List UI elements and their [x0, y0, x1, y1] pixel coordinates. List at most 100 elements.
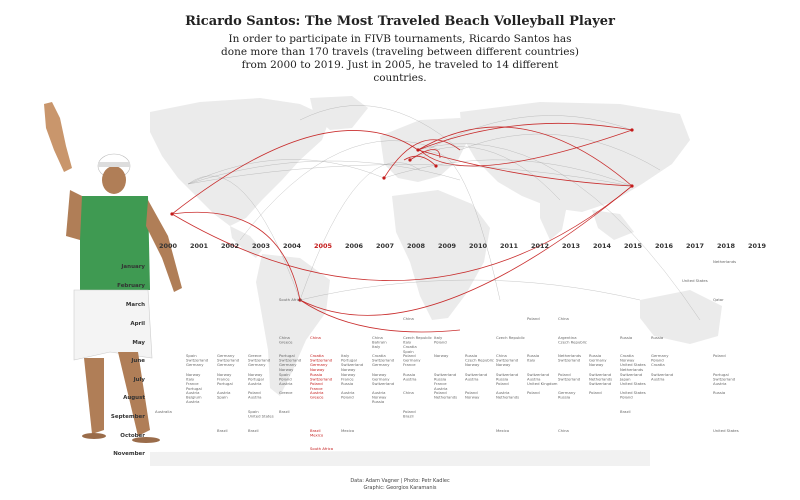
country-label: Norway [186, 372, 201, 377]
country-label: Switzerland [186, 358, 209, 363]
country-label: United Kingdom [527, 381, 558, 386]
highlight-route-0 [171, 211, 301, 301]
country-label: Germany [186, 362, 204, 367]
table-cell: Mexico [496, 428, 510, 433]
country-label: Switzerland [310, 358, 333, 363]
country-label: Brazil [403, 414, 414, 419]
table-cell: South Africa [279, 297, 302, 302]
country-label: Mexico [496, 428, 510, 433]
table-cell: Poland [527, 390, 540, 395]
country-label: Norway [589, 362, 604, 367]
country-label: Austria [713, 381, 726, 386]
country-label: Greece [310, 395, 324, 400]
year-label: 2012 [531, 242, 549, 250]
country-label: Austria [372, 390, 385, 395]
country-label: Norway [310, 367, 325, 372]
country-label: Germany [217, 362, 235, 367]
country-label: South Africa [310, 446, 333, 451]
country-label: Switzerland [310, 377, 333, 382]
country-label: Switzerland [248, 358, 271, 363]
route-node-4 [382, 176, 386, 180]
country-label: Germany [310, 362, 328, 367]
table-cell: Russia [620, 335, 632, 340]
year-label: 2018 [717, 242, 736, 250]
year-label: 2016 [655, 242, 674, 250]
country-label: Russia [527, 353, 539, 358]
country-label: Norway [465, 395, 480, 400]
country-label: Poland [434, 390, 447, 395]
highlight-route-6 [383, 139, 461, 179]
table-cell: Greece [279, 390, 293, 395]
country-label: Norway [465, 362, 480, 367]
country-label: Spain [403, 349, 414, 354]
country-label: Italy [403, 340, 412, 345]
table-cell: Brazil [217, 428, 228, 433]
route-line-12 [459, 133, 661, 171]
country-label: Poland [341, 395, 354, 400]
country-label: Italy [434, 335, 443, 340]
travel-routes [170, 105, 701, 333]
highlight-route-8 [299, 185, 633, 316]
country-label: Italy [372, 344, 381, 349]
country-label: China [496, 353, 507, 358]
country-label: Switzerland [589, 372, 612, 377]
month-label: October [120, 433, 145, 439]
country-label: Switzerland [496, 372, 519, 377]
country-label: Germany [558, 390, 576, 395]
country-label: Italy [186, 377, 195, 382]
country-label: Austria [248, 381, 261, 386]
country-label: Germany [651, 353, 669, 358]
table-cell: Poland [527, 316, 540, 321]
country-label: Norway [434, 353, 449, 358]
country-label: France [186, 381, 199, 386]
route-line-3 [383, 159, 633, 187]
country-label: Germany [589, 358, 607, 363]
country-label: Russia [558, 395, 570, 400]
country-label: United States [248, 414, 274, 419]
table-cell: South Africa [310, 446, 333, 451]
country-label: Switzerland [589, 381, 612, 386]
table-cell: Russia [651, 335, 663, 340]
month-label: November [113, 451, 145, 457]
route-node-6 [434, 164, 438, 168]
country-label: Brazil [620, 409, 631, 414]
country-label: Poland [496, 381, 509, 386]
country-label: Italy [527, 358, 536, 363]
central-america-shape [230, 226, 262, 258]
country-label: Russia [341, 381, 353, 386]
year-label: 2015 [624, 242, 643, 250]
country-label: Croatia [372, 353, 386, 358]
country-label: Brazil [279, 409, 290, 414]
country-label: France [217, 377, 230, 382]
country-label: Croatia [403, 344, 417, 349]
country-label: Austria [279, 381, 292, 386]
year-label: 2000 [159, 242, 178, 250]
year-label: 2005 [314, 242, 333, 250]
chart-title: Ricardo Santos: The Most Traveled Beach … [185, 14, 615, 29]
country-label: Greece [279, 390, 293, 395]
country-label: Switzerland [465, 372, 488, 377]
route-node-5 [408, 158, 412, 162]
route-line-4 [409, 115, 633, 161]
country-label: Austria [186, 399, 199, 404]
country-label: China [372, 335, 383, 340]
